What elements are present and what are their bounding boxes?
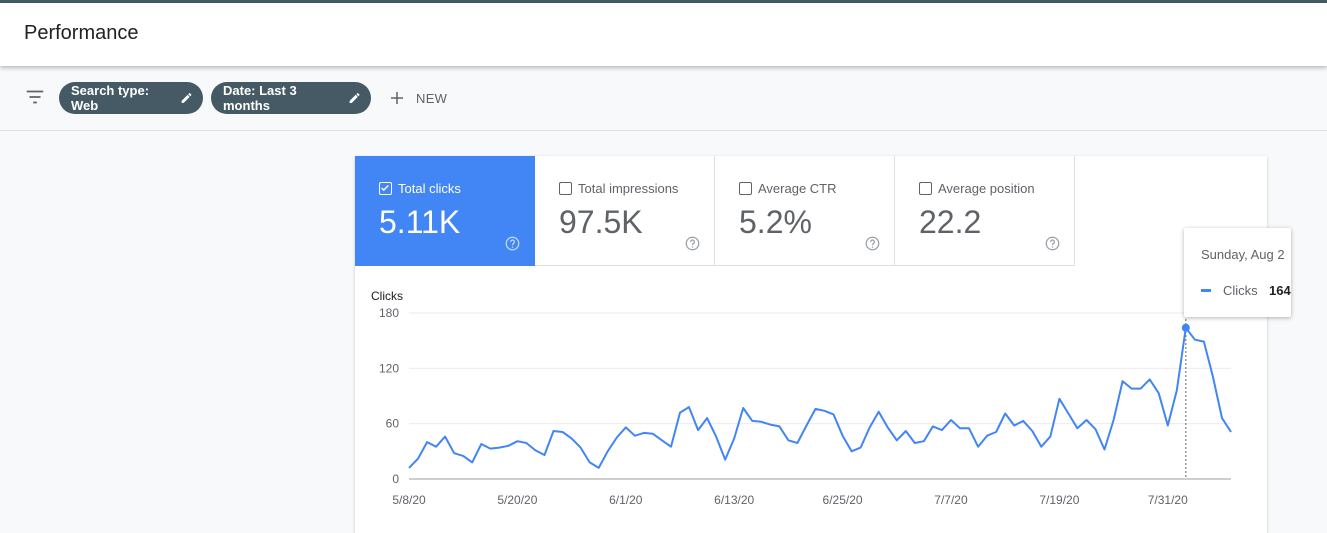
tooltip-series-name: Clicks [1223,283,1258,298]
performance-card: Total clicks 5.11K Total impressions 97.… [355,156,1267,533]
top-accent-bar [0,0,1327,3]
y-axis-label: Clicks [371,289,403,303]
metric-label: Average position [938,181,1035,196]
metric-label-row: Total clicks [379,181,461,196]
filter-toolbar: Search type: Web Date: Last 3 months NEW [0,66,1327,131]
y-tick-label: 180 [379,306,399,320]
x-tick-label: 7/31/20 [1148,493,1188,507]
page-title: Performance [24,22,139,44]
metric-value: 22.2 [919,204,982,240]
x-tick-label: 7/19/20 [1039,493,1079,507]
y-tick-label: 120 [379,361,399,375]
metric-label-row: Average CTR [739,181,837,196]
metric-average-position[interactable]: Average position 22.2 [895,156,1075,266]
checkbox-icon[interactable] [919,182,932,195]
search-type-chip[interactable]: Search type: Web [59,82,203,114]
highlight-point [1181,323,1190,332]
metric-value: 5.11K [379,204,461,240]
x-tick-label: 6/13/20 [714,493,754,507]
metric-label-row: Total impressions [559,181,678,196]
search-type-chip-label: Search type: Web [71,83,150,113]
new-filter-button[interactable]: NEW [388,86,447,110]
plus-icon [391,92,403,104]
page-header: Performance [0,3,1327,66]
y-tick-label: 60 [386,417,400,431]
metric-label: Average CTR [758,181,837,196]
metric-average-ctr[interactable]: Average CTR 5.2% [715,156,895,266]
x-tick-label: 5/8/20 [392,493,426,507]
help-icon[interactable] [505,236,520,251]
date-range-chip[interactable]: Date: Last 3 months [211,82,371,114]
tooltip-series-row: Clicks 164 [1201,283,1291,298]
help-icon[interactable] [685,236,700,251]
filter-list-icon[interactable] [24,86,46,108]
y-tick-label: 0 [392,472,399,486]
metric-value: 5.2% [739,204,812,240]
series-swatch [1201,289,1211,292]
help-icon[interactable] [865,236,880,251]
clicks-series-line [408,326,1232,469]
new-filter-label: NEW [416,90,448,106]
metric-label: Total impressions [578,181,679,196]
edit-icon [349,93,360,103]
metric-value: 97.5K [559,204,643,240]
help-icon[interactable] [1045,236,1060,251]
clicks-line-chart[interactable]: Clicks 0 60 120 180 5/8/20 5/20/20 6/1/20 6/13/2… [355,282,1267,512]
metric-label-row: Average position [919,181,1035,196]
edit-icon [181,93,192,103]
metric-total-impressions[interactable]: Total impressions 97.5K [535,156,715,266]
chart-tooltip: Sunday, Aug 2 Clicks 164 [1184,228,1291,317]
checkbox-icon[interactable] [739,182,752,195]
x-tick-label: 6/25/20 [823,493,863,507]
metric-label: Total clicks [398,181,461,196]
checkbox-checked-icon[interactable] [379,182,392,195]
date-range-chip-label: Date: Last 3 months [223,83,297,113]
x-tick-label: 5/20/20 [497,493,537,507]
tooltip-value: 164 [1269,283,1291,298]
checkbox-icon[interactable] [559,182,572,195]
metric-total-clicks[interactable]: Total clicks 5.11K [355,156,535,266]
x-tick-label: 6/1/20 [609,493,643,507]
tooltip-date: Sunday, Aug 2 [1201,247,1285,262]
x-tick-label: 7/7/20 [934,493,968,507]
